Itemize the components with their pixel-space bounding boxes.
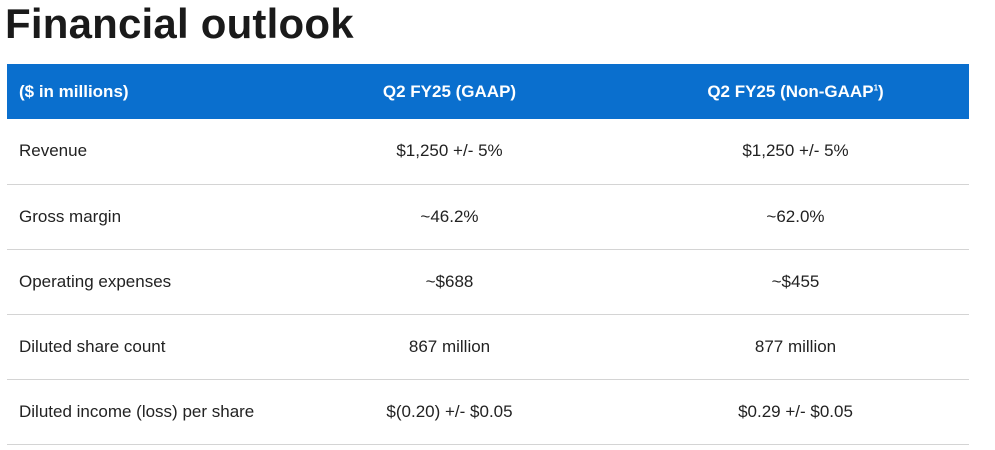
gaap-value: $(0.20) +/- $0.05 bbox=[277, 379, 622, 445]
nongaap-value: $1,250 +/- 5% bbox=[622, 119, 969, 185]
header-label-column: ($ in millions) bbox=[19, 81, 129, 101]
table-row: Diluted share count 867 million 877 mill… bbox=[7, 314, 969, 380]
table-body: Revenue $1,250 +/- 5% $1,250 +/- 5% Gros… bbox=[7, 119, 969, 445]
table-row: Gross margin ~46.2% ~62.0% bbox=[7, 184, 969, 250]
page-title: Financial outlook bbox=[5, 0, 354, 47]
table-row: Diluted income (loss) per share $(0.20) … bbox=[7, 379, 969, 445]
gaap-value: $1,250 +/- 5% bbox=[277, 119, 622, 185]
nongaap-value: $0.29 +/- $0.05 bbox=[622, 379, 969, 445]
header-row: ($ in millions) Q2 FY25 (GAAP) Q2 FY25 (… bbox=[7, 64, 969, 119]
header-nongaap-column: Q2 FY25 (Non-GAAP1) bbox=[622, 64, 969, 119]
header-gaap-column: Q2 FY25 (GAAP) bbox=[382, 81, 517, 101]
row-label: Operating expenses bbox=[7, 249, 277, 315]
gaap-value: ~$688 bbox=[277, 249, 622, 315]
table-row: Revenue $1,250 +/- 5% $1,250 +/- 5% bbox=[7, 119, 969, 185]
footnote-marker[interactable]: 1 bbox=[873, 82, 879, 92]
table-header: ($ in millions) Q2 FY25 (GAAP) Q2 FY25 (… bbox=[7, 64, 969, 119]
row-label: Gross margin bbox=[7, 184, 277, 250]
nongaap-value: ~$455 bbox=[622, 249, 969, 315]
gaap-value: 867 million bbox=[277, 314, 622, 380]
row-label: Diluted share count bbox=[7, 314, 277, 380]
gaap-value: ~46.2% bbox=[277, 184, 622, 250]
nongaap-value: ~62.0% bbox=[622, 184, 969, 250]
row-label: Diluted income (loss) per share bbox=[7, 379, 277, 445]
table-row: Operating expenses ~$688 ~$455 bbox=[7, 249, 969, 315]
row-label: Revenue bbox=[7, 119, 277, 185]
header-nongaap-label: Q2 FY25 (Non-GAAP bbox=[707, 81, 874, 101]
financial-outlook-table: ($ in millions) Q2 FY25 (GAAP) Q2 FY25 (… bbox=[7, 64, 969, 445]
header-nongaap-close: ) bbox=[878, 81, 884, 101]
nongaap-value: 877 million bbox=[622, 314, 969, 380]
